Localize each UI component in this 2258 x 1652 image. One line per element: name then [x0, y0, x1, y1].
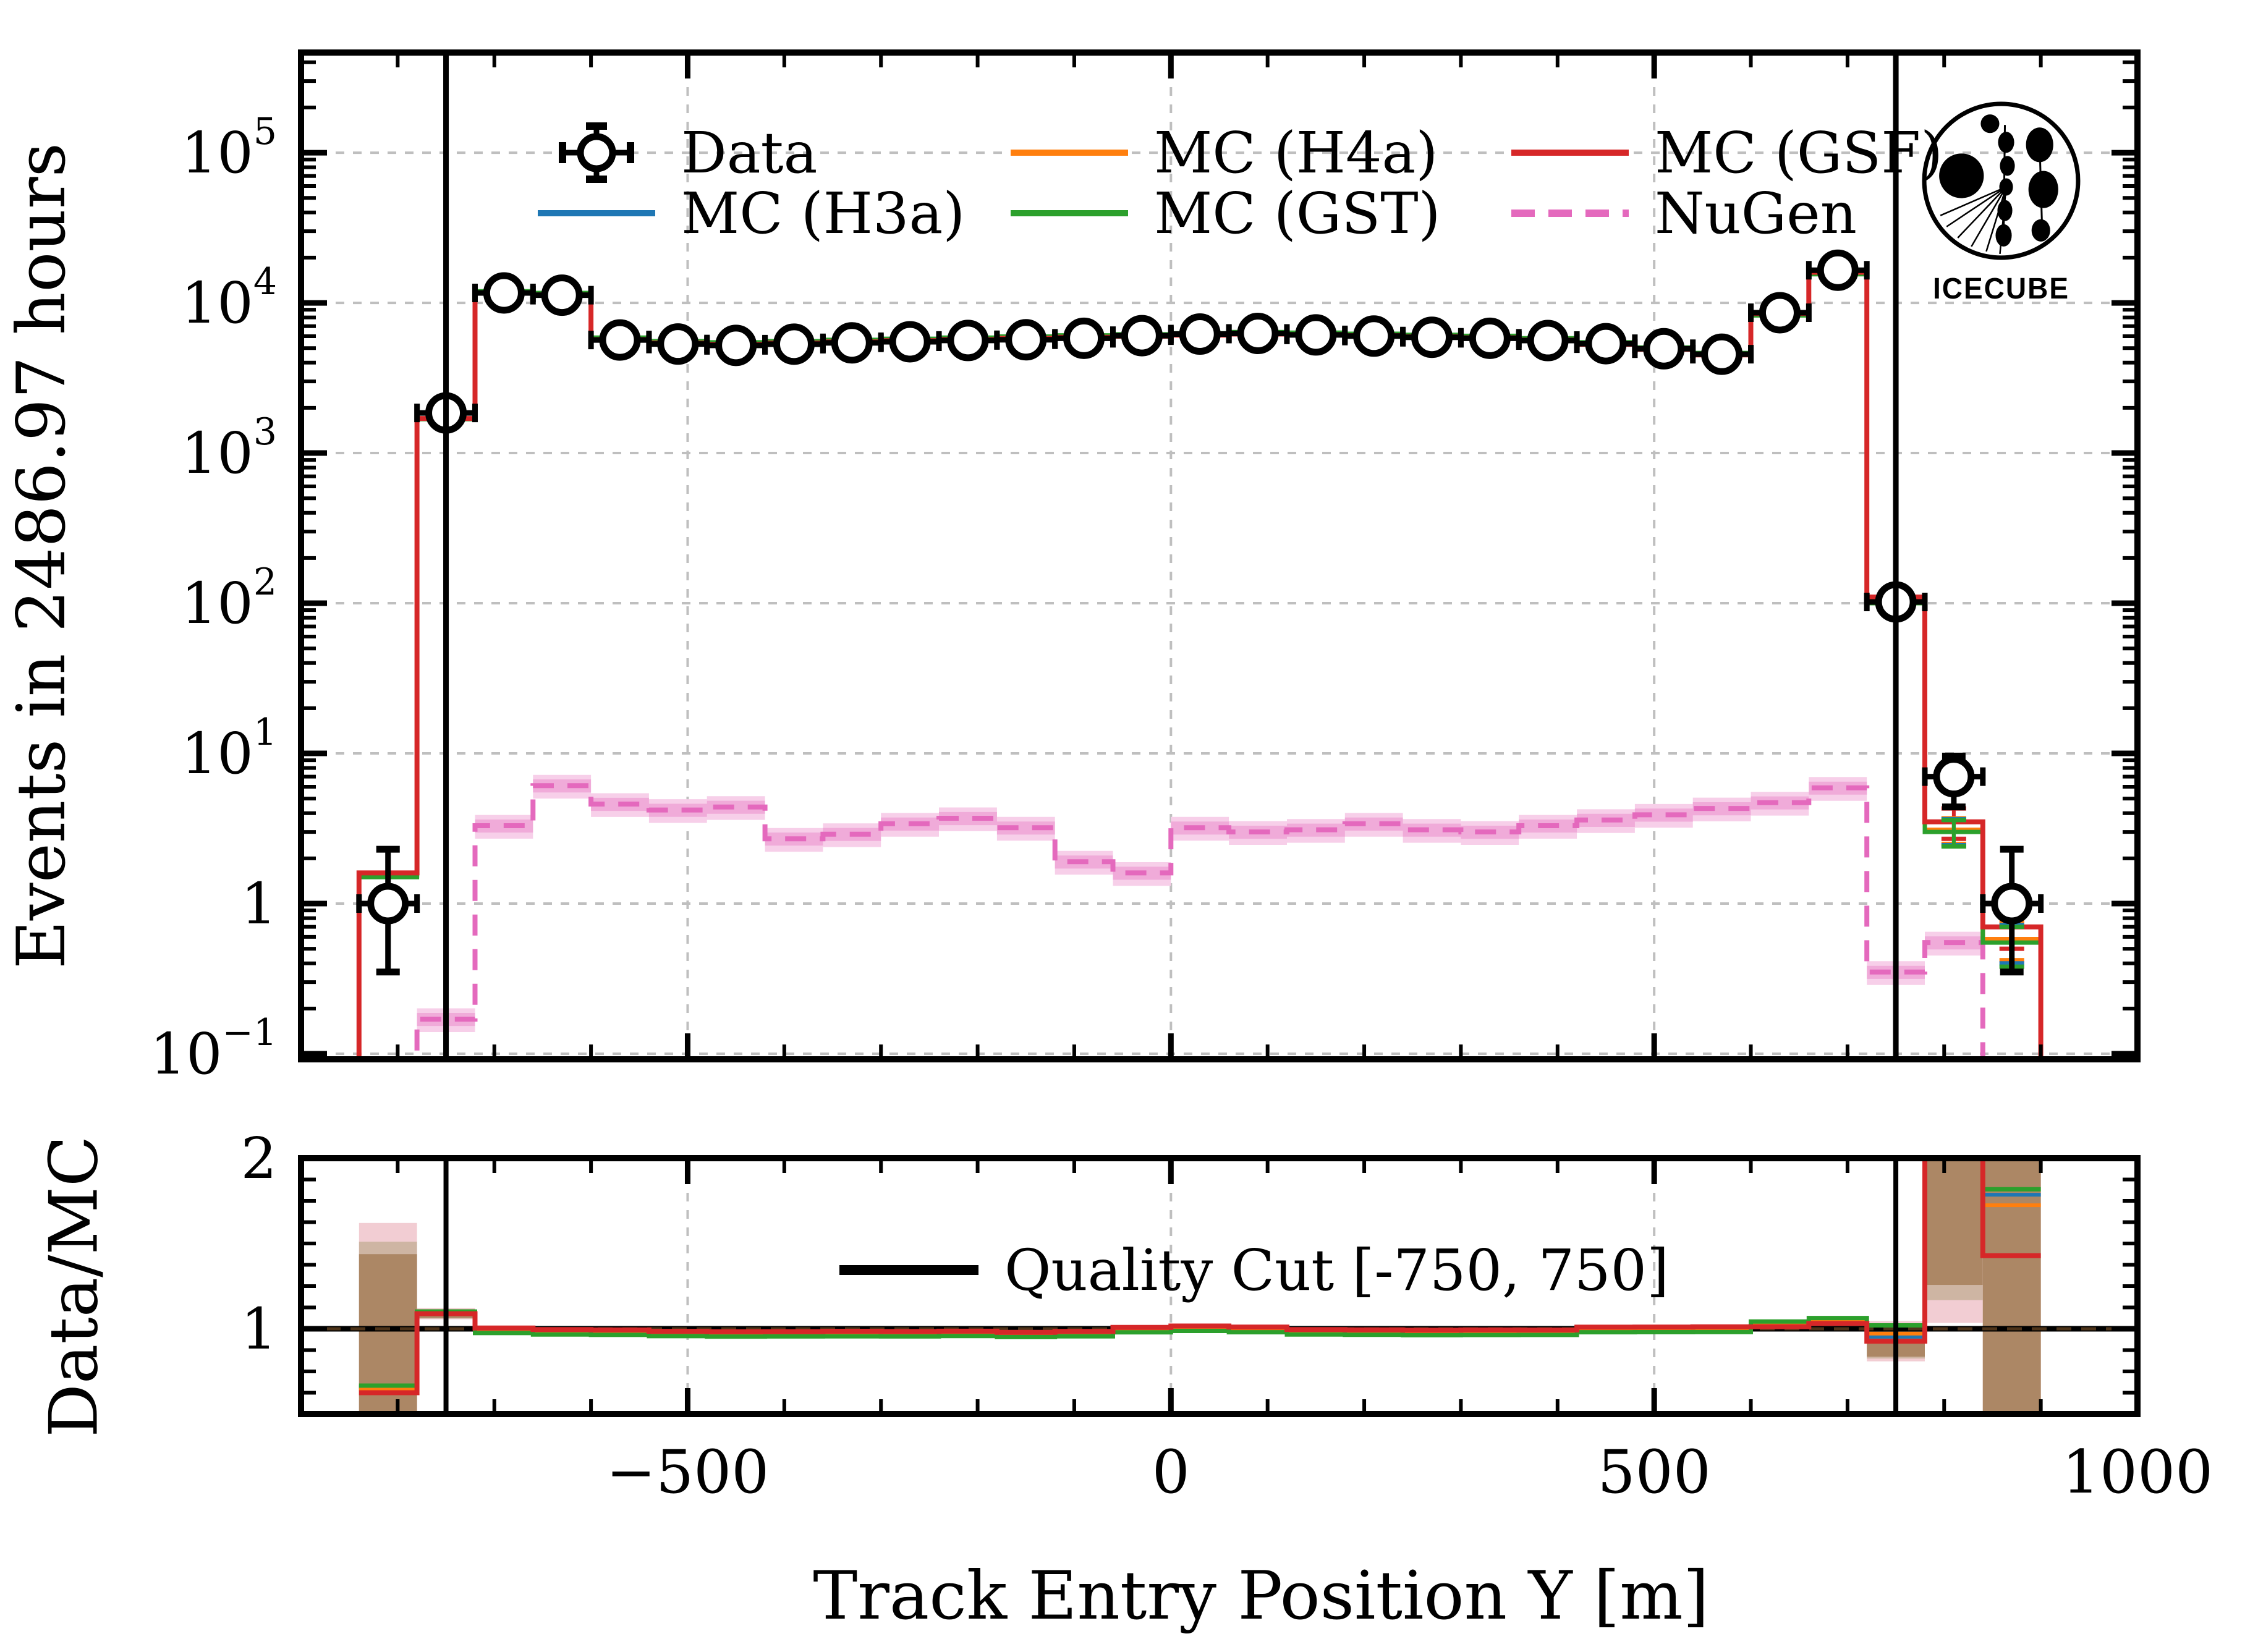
ratio-uncertainty-band: [359, 1254, 417, 1414]
data-marker: [1121, 315, 1163, 357]
legend-label-nugen: NuGen: [1655, 180, 1857, 247]
mc_h4a-line: [357, 271, 2044, 1059]
main-y-tick-label: 102: [181, 561, 277, 637]
data-marker: [1353, 315, 1395, 357]
data-marker: [1817, 249, 1859, 291]
data-marker: [541, 274, 583, 316]
main-y-axis-label-text: Events in 2486.97 hours: [3, 142, 81, 970]
data-marker: [831, 322, 873, 364]
ratio-uncertainty-band: [1924, 1158, 1983, 1286]
data-marker: [483, 272, 525, 314]
ratio-y-tick-label: 1: [240, 1296, 277, 1362]
ratio-mc_gsf-line: [359, 1158, 2041, 1396]
data-marker: [367, 883, 409, 925]
main-y-axis-label: Events in 2486.97 hours: [3, 53, 81, 1059]
main-y-tick-label: 104: [181, 260, 277, 336]
legend-item-quality-cut: Quality Cut [-750, 750]: [839, 1236, 1669, 1304]
legend-item-mc-gst: MC (GST): [1011, 179, 1441, 247]
icecube-logo: IceCube: [1913, 93, 2089, 305]
legend-label-mc-h4a: MC (H4a): [1154, 119, 1438, 186]
data-marker: [1585, 323, 1627, 365]
data-marker: [773, 323, 815, 365]
mc_gst-line: [357, 272, 2044, 1059]
main-y-tick-label: 103: [181, 410, 277, 486]
ratio-y-axis-label-text: Data/MC: [35, 1135, 113, 1438]
data-points: [356, 249, 2044, 976]
nugen-dashed-swatch: [1511, 210, 1629, 217]
data-marker: [1701, 333, 1743, 375]
main-y-tick-label: 105: [181, 110, 277, 186]
axis-ticks: [299, 53, 2141, 1414]
ratio-uncertainty-band: [1982, 1158, 2041, 1414]
x-axis-label: Track Entry Position Y [m]: [813, 1557, 1709, 1635]
ratio-y-axis-label: Data/MC: [36, 1135, 113, 1437]
data-marker: [1759, 292, 1801, 334]
data-marker: [1991, 883, 2033, 925]
data-marker: [657, 323, 699, 365]
mc-h3a-line-swatch: [538, 210, 655, 216]
data-marker: [889, 321, 931, 363]
mc_gsf-line: [356, 269, 2044, 1059]
icecube-logo-icon: [1922, 101, 2081, 260]
legend-label-mc-gsf: MC (GSF): [1655, 119, 1943, 186]
legend-label-mc-h3a: MC (H3a): [681, 180, 966, 247]
data-marker: [1469, 317, 1511, 359]
main-y-tick-label: 101: [181, 711, 277, 787]
legend-label-data: Data: [681, 119, 818, 186]
mc-gsf-line-swatch: [1511, 150, 1629, 156]
legend-label-mc-gst: MC (GST): [1154, 180, 1441, 247]
data-marker-icon: [559, 122, 634, 183]
ratio-panel: [301, 1158, 2137, 1414]
data-marker: [1237, 312, 1279, 354]
legend-label-quality-cut: Quality Cut [-750, 750]: [1004, 1237, 1669, 1303]
axes-spine: [298, 49, 2141, 1062]
icecube-logo-text: IceCube: [1932, 271, 2070, 305]
data-marker: [599, 319, 641, 361]
data-marker: [1643, 328, 1685, 370]
ratio-y-tick-label: 2: [240, 1125, 277, 1192]
legend-item-mc-h3a: MC (H3a): [538, 179, 965, 247]
gridlines: [301, 53, 2139, 1414]
data-marker: [1411, 316, 1453, 358]
data-marker: [1295, 314, 1337, 356]
x-tick-label: −500: [606, 1438, 770, 1507]
data-marker: [1063, 317, 1105, 359]
data-marker: [1005, 319, 1047, 361]
data-marker: [947, 320, 989, 362]
data-marker: [1527, 320, 1569, 362]
main-panel: [356, 249, 2044, 1059]
x-tick-label: 1000: [2062, 1438, 2213, 1507]
quality-cut-swatch: [839, 1265, 978, 1275]
mc-gst-line-swatch: [1011, 210, 1128, 216]
legend-item-mc-gsf: MC (GSF): [1511, 119, 1943, 187]
mc_h3a-line: [357, 270, 2044, 1059]
data-marker: [1933, 756, 1975, 798]
legend-item-mc-h4a: MC (H4a): [1011, 119, 1438, 187]
main-y-tick-label: 1: [240, 871, 277, 937]
nugen-line: [414, 783, 1985, 1059]
x-tick-label: 0: [1152, 1438, 1190, 1507]
nugen-band: [417, 774, 1983, 1059]
main-y-tick-label: 10−1: [150, 1011, 277, 1087]
legend-item-data: Data: [538, 119, 817, 187]
data-marker: [715, 324, 757, 366]
mc-h4a-line-swatch: [1011, 150, 1128, 156]
legend-item-nugen: NuGen: [1511, 179, 1857, 247]
data-marker: [1179, 313, 1221, 355]
x-tick-label: 500: [1598, 1438, 1711, 1507]
